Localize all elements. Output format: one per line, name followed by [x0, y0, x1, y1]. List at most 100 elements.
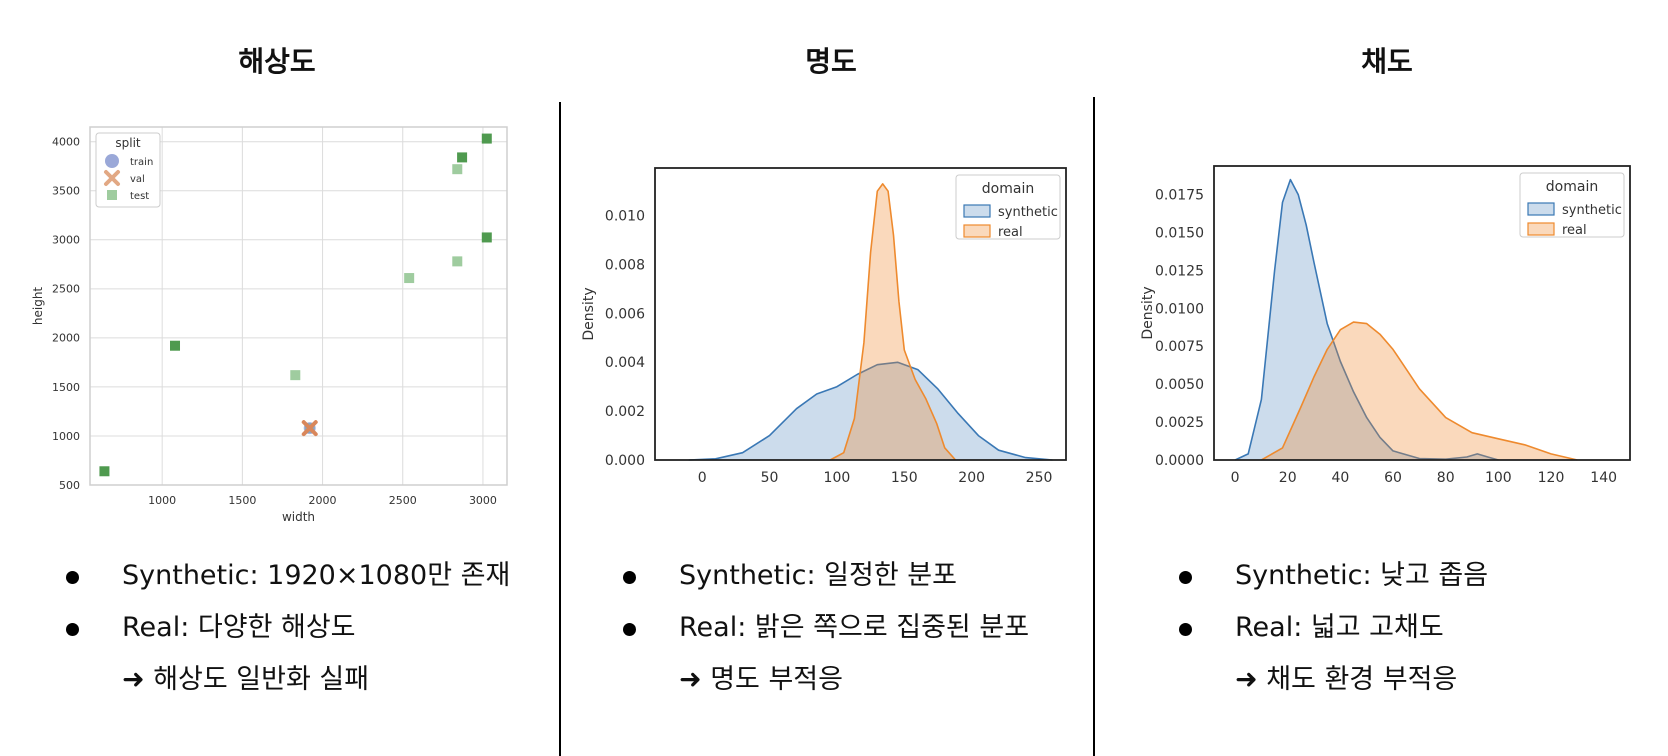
x-tick-label: 100: [1485, 470, 1512, 486]
x-tick-label: 150: [891, 470, 918, 486]
y-tick-label: 0.0000: [1155, 453, 1204, 469]
x-axis-label: width: [282, 510, 315, 524]
test-point: [481, 232, 492, 243]
saturation-kde-chart: 0 20 40 60 80 100 120 140 0.0000 0.0025 0.0050 0.0…: [1140, 165, 1631, 486]
legend-label-test: test: [130, 191, 149, 202]
y-tick-label: 0.010: [605, 209, 645, 225]
legend-swatch-synthetic: [963, 204, 991, 218]
saturation-notes: Synthetic: 낮고 좁음 Real: 넓고 고채도 ➜ 채도 환경 부적…: [1175, 550, 1488, 706]
legend-marker-train: [105, 154, 119, 168]
y-tick-label: 0.0025: [1155, 415, 1204, 431]
real-area: [830, 183, 956, 460]
y-tick-label: 0.0125: [1155, 263, 1204, 279]
x-tick-label: 140: [1590, 470, 1617, 486]
x-tick-label: 0: [1231, 470, 1240, 486]
test-point: [452, 164, 463, 175]
bullet-synthetic: Synthetic: 낮고 좁음: [1175, 550, 1488, 602]
x-tick-label: 0: [698, 470, 707, 486]
y-tick-label: 3000: [52, 234, 80, 247]
y-tick-label: 1000: [52, 430, 80, 443]
x-tick-label: 200: [958, 470, 985, 486]
legend-swatch-synthetic: [1527, 202, 1555, 216]
test-point: [404, 273, 415, 284]
real-area: [1261, 322, 1578, 460]
real-line: [829, 183, 957, 461]
y-tick-label: 3500: [52, 185, 80, 198]
y-tick-label: 0.0100: [1155, 301, 1204, 317]
bullet-conclusion: ➜ 채도 환경 부적응: [1235, 664, 1458, 695]
x-tick-label: 60: [1384, 470, 1402, 486]
divider-left: [559, 102, 561, 756]
x-tick-label: 2000: [309, 494, 337, 507]
y-tick-label: 0.002: [605, 404, 645, 420]
bullet-real: Real: 다양한 해상도: [62, 602, 510, 654]
x-tick-label: 1500: [228, 494, 256, 507]
legend-marker-val: [104, 170, 120, 186]
legend: domain synthetic real: [1519, 172, 1625, 238]
brightness-kde-chart: 0 50 100 150 200 250 0.000 0.002 0.004 0.006 0.00…: [581, 167, 1067, 486]
synthetic-line: [1234, 178, 1499, 461]
bullet-real: Real: 밝은 쪽으로 집중된 분포: [619, 602, 1029, 654]
legend-swatch-real: [963, 224, 991, 238]
legend-label-synthetic: synthetic: [998, 205, 1058, 220]
legend-swatch-real: [1527, 222, 1555, 236]
title-saturation: 채도: [1361, 45, 1413, 78]
legend: domain synthetic real: [955, 174, 1061, 240]
test-point: [457, 152, 468, 163]
legend-label-real: real: [998, 225, 1023, 240]
test-point: [290, 370, 301, 381]
divider-right: [1093, 97, 1095, 756]
legend-label-val: val: [130, 174, 145, 185]
y-tick-label: 0.008: [605, 257, 645, 273]
x-tick-label: 100: [824, 470, 851, 486]
synthetic-area: [688, 362, 1053, 460]
x-tick-label: 2500: [389, 494, 417, 507]
resolution-scatter-chart: 1000 1500 2000 2500 3000 500 1000 1500 2000 2500…: [31, 126, 508, 524]
y-axis-label: Density: [1140, 286, 1156, 339]
y-tick-label: 1500: [52, 381, 80, 394]
y-tick-label: 4000: [52, 136, 80, 149]
legend-title: domain: [982, 181, 1034, 197]
synthetic-line: [688, 361, 1053, 461]
x-tick-label: 250: [1026, 470, 1053, 486]
brightness-notes: Synthetic: 일정한 분포 Real: 밝은 쪽으로 집중된 분포 ➜ …: [619, 550, 1029, 706]
y-axis-label: height: [31, 287, 45, 326]
val-point: [301, 420, 318, 437]
legend-title: domain: [1546, 179, 1598, 195]
x-tick-label: 80: [1437, 470, 1455, 486]
real-line: [1261, 321, 1578, 461]
resolution-notes: Synthetic: 1920×1080만 존재 Real: 다양한 해상도 ➜…: [62, 550, 510, 706]
x-tick-label: 40: [1331, 470, 1349, 486]
legend-label-train: train: [130, 157, 153, 168]
y-tick-label: 0.0150: [1155, 226, 1204, 242]
x-tick-label: 20: [1279, 470, 1297, 486]
legend-title: split: [115, 136, 141, 150]
y-tick-label: 2000: [52, 332, 80, 345]
test-point: [99, 466, 110, 477]
synthetic-area: [1235, 179, 1499, 460]
legend-marker-test: [107, 190, 117, 200]
bullet-conclusion: ➜ 명도 부적응: [679, 664, 843, 695]
test-point: [452, 256, 463, 267]
bullet-real: Real: 넓고 고채도: [1175, 602, 1488, 654]
title-brightness: 명도: [805, 45, 857, 78]
y-tick-label: 0.006: [605, 306, 645, 322]
bullet-synthetic: Synthetic: 1920×1080만 존재: [62, 550, 510, 602]
x-tick-label: 120: [1538, 470, 1565, 486]
x-tick-label: 50: [761, 470, 779, 486]
bullet-conclusion: ➜ 해상도 일반화 실패: [122, 664, 370, 695]
y-axis-label: Density: [581, 287, 597, 340]
x-tick-label: 3000: [469, 494, 497, 507]
test-point: [170, 340, 181, 351]
title-resolution: 해상도: [238, 45, 316, 78]
y-tick-label: 0.000: [605, 453, 645, 469]
y-tick-label: 0.0075: [1155, 339, 1204, 355]
legend-label-synthetic: synthetic: [1562, 203, 1622, 218]
y-tick-label: 0.004: [605, 355, 645, 371]
y-tick-label: 2500: [52, 283, 80, 296]
y-tick-label: 0.0050: [1155, 377, 1204, 393]
legend: split train val test: [95, 132, 161, 208]
y-tick-label: 0.0175: [1155, 188, 1204, 204]
y-tick-label: 500: [59, 479, 80, 492]
test-point: [481, 133, 492, 144]
